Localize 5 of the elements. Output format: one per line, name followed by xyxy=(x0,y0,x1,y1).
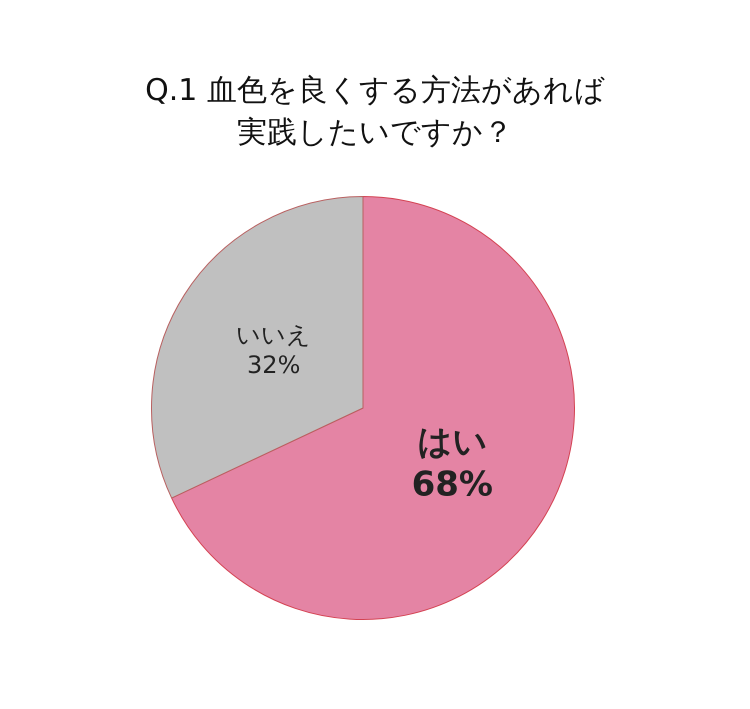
slice-label: はい xyxy=(417,422,488,462)
slice-label: いいえ xyxy=(236,321,312,350)
data-label: 68% xyxy=(412,464,493,505)
chart-title: Q.1 血色を良くする方法があれば実践したいですか？ xyxy=(144,72,606,152)
data-label: 32% xyxy=(247,351,300,380)
